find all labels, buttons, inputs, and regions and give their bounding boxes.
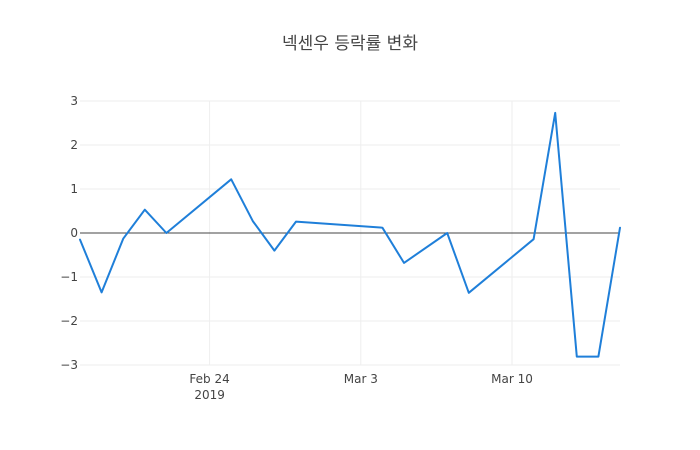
y-tick-label: −3 <box>60 358 78 372</box>
y-tick-label: 1 <box>70 182 78 196</box>
y-tick-label: 0 <box>70 226 78 240</box>
x-tick-label: Mar 10 <box>491 372 533 386</box>
x-tick-label: Mar 3 <box>344 372 378 386</box>
series-line <box>79 111 621 358</box>
y-tick-label: 3 <box>70 94 78 108</box>
gridlines <box>80 100 620 366</box>
y-tick-label: 2 <box>70 138 78 152</box>
axes: 3 2 1 0 −1 −2 −3 Feb 24 2019 Mar 3 Mar 10 <box>60 94 620 402</box>
x-tick-year-label: 2019 <box>194 388 225 402</box>
y-tick-label: −1 <box>60 270 78 284</box>
x-tick-label: Feb 24 <box>189 372 229 386</box>
y-tick-label: −2 <box>60 314 78 328</box>
chart-title: 넥센우 등락률 변화 <box>282 34 418 54</box>
series-layer <box>79 111 621 358</box>
